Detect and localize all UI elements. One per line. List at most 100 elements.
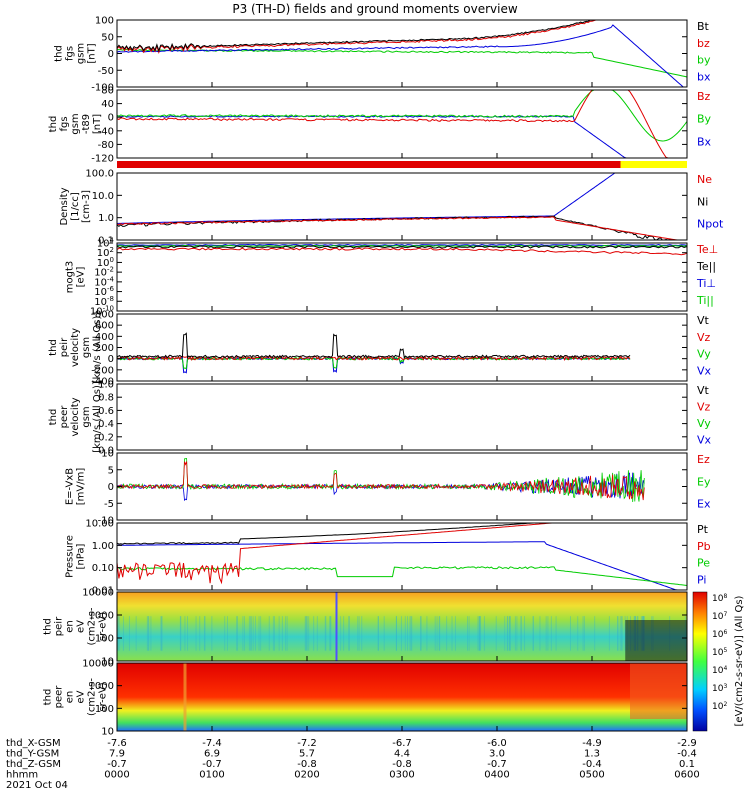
ytick-label-6-3: -5	[104, 499, 114, 510]
spectrogram-texture	[404, 616, 406, 651]
spectrogram-texture	[514, 616, 516, 651]
spectrogram-texture	[550, 616, 552, 651]
ylabel-8-1: peir	[54, 616, 65, 636]
spectrogram-texture	[305, 616, 307, 651]
series-bt	[116, 19, 687, 53]
ylabel-1-3: -t89	[81, 114, 92, 134]
legend-4-3: Vx	[697, 364, 712, 377]
spectrogram-texture	[117, 616, 119, 651]
series-ion-Vx	[116, 357, 631, 374]
spectrogram-texture	[258, 616, 260, 651]
series-Pt	[116, 522, 687, 545]
ytick-label-6-0: 10	[101, 449, 114, 460]
legend-7-1: Pb	[697, 540, 711, 553]
xaxis-value-0-3: -6.7	[392, 738, 412, 749]
ylabel-7-1: [nPa]	[76, 543, 87, 569]
spectrogram-spike	[335, 592, 338, 661]
legend-4-2: Vy	[697, 348, 711, 361]
spectrogram-texture	[348, 616, 350, 651]
region-bar-yellow	[620, 161, 687, 168]
spectrogram-texture	[410, 616, 412, 651]
spectrogram-texture	[420, 616, 422, 651]
ylabel-9-0: thd	[43, 689, 54, 706]
ylabel-1-2: gsm	[70, 113, 81, 134]
spectrogram-texture	[483, 616, 485, 651]
spectrogram-texture	[187, 616, 189, 651]
spectrogram-texture	[407, 616, 409, 651]
spectrogram-texture	[361, 616, 363, 651]
ytick-label-7-2: 0.10	[92, 563, 114, 574]
ylabel-9-4: (cm2-s-	[87, 678, 98, 716]
ytick-label-2-3: 0.1	[98, 236, 114, 247]
spectrogram-texture	[330, 616, 332, 651]
spectrogram-texture	[281, 616, 283, 651]
ylabel-1-1: fgs	[59, 116, 70, 131]
series-Ne	[116, 216, 687, 241]
spectrogram-band	[630, 663, 687, 719]
ylabel-8-5: sr-eV)	[98, 612, 109, 641]
spectrogram-texture	[434, 616, 436, 651]
ytick-label-3-2: 100	[97, 256, 114, 269]
spectrogram-texture	[477, 616, 479, 651]
ytick-label-8-1: 1000	[89, 611, 114, 622]
spectrogram-texture	[195, 616, 197, 651]
spectrogram-texture	[306, 616, 308, 651]
spectrogram-texture	[211, 616, 213, 651]
spectrogram-texture	[150, 616, 152, 651]
spectrogram-texture	[436, 616, 438, 651]
spectrogram-texture	[621, 616, 623, 651]
spectrogram-texture	[308, 616, 310, 651]
ytick-label-4-1: 600	[95, 321, 114, 332]
spectrogram-texture	[582, 616, 584, 651]
xaxis-value-2-5: -0.4	[582, 759, 602, 770]
series-bx	[116, 24, 687, 88]
spectrogram-texture	[237, 616, 239, 651]
spectrogram-texture	[383, 616, 385, 651]
spectrogram-texture	[161, 616, 163, 651]
spectrogram-texture	[468, 616, 470, 651]
ytick-label-2-1: 10.0	[92, 191, 114, 202]
spectrogram-texture	[285, 616, 287, 651]
xaxis-value-3-6: 0600	[674, 770, 699, 781]
ytick-label-0-3: -50	[98, 66, 114, 77]
series-Pi	[117, 541, 687, 591]
legend-4-1: Vz	[697, 331, 711, 344]
series-Te-perp	[116, 247, 688, 256]
spectrogram-texture	[251, 616, 253, 651]
plot-title: P3 (TH-D) fields and ground moments over…	[232, 2, 517, 16]
spectrogram-texture	[395, 616, 397, 651]
spectrogram-texture	[516, 616, 518, 651]
spectrogram-texture	[569, 616, 571, 651]
colorbar-tick-6: 102	[712, 701, 727, 712]
spectrogram-texture	[358, 616, 360, 651]
legend-5-0: Vt	[697, 384, 710, 397]
panel-frame-3	[116, 242, 688, 312]
ylabel-4-4: [km/s (All Qs)]	[92, 312, 103, 384]
series-Bz	[116, 89, 687, 159]
spectrogram-texture	[236, 616, 238, 651]
spectrogram-texture	[624, 616, 626, 651]
ytick-label-1-3: -40	[98, 126, 114, 137]
ytick-label-6-2: 0	[108, 482, 114, 493]
spectrogram-texture	[539, 616, 541, 651]
region-bar-red	[117, 161, 621, 168]
spectrogram-texture	[117, 616, 119, 651]
spectrogram-texture	[268, 616, 270, 651]
xaxis-value-2-3: -0.8	[392, 759, 412, 770]
spectrogram-texture	[306, 616, 308, 651]
ylabel-4-1: peir	[59, 337, 70, 357]
spectrogram-texture	[316, 616, 318, 651]
xaxis-value-3-4: 0400	[484, 770, 509, 781]
ytick-label-3-6: 10-8	[94, 295, 114, 308]
series-bz	[116, 19, 687, 54]
spectrogram-texture	[467, 616, 469, 651]
series-Te-par	[116, 245, 688, 249]
colorbar-label: [eV/(cm2-s-sr-eV)] (All Qs)	[734, 595, 745, 726]
spectrogram-texture	[243, 616, 245, 651]
xaxis-value-1-6: -0.4	[677, 749, 697, 760]
spectrogram-texture	[348, 616, 350, 651]
panel-frame-4	[116, 313, 688, 382]
spectrogram-texture	[272, 616, 274, 651]
spectrogram-8	[117, 592, 687, 661]
ytick-label-3-1: 102	[97, 246, 114, 259]
